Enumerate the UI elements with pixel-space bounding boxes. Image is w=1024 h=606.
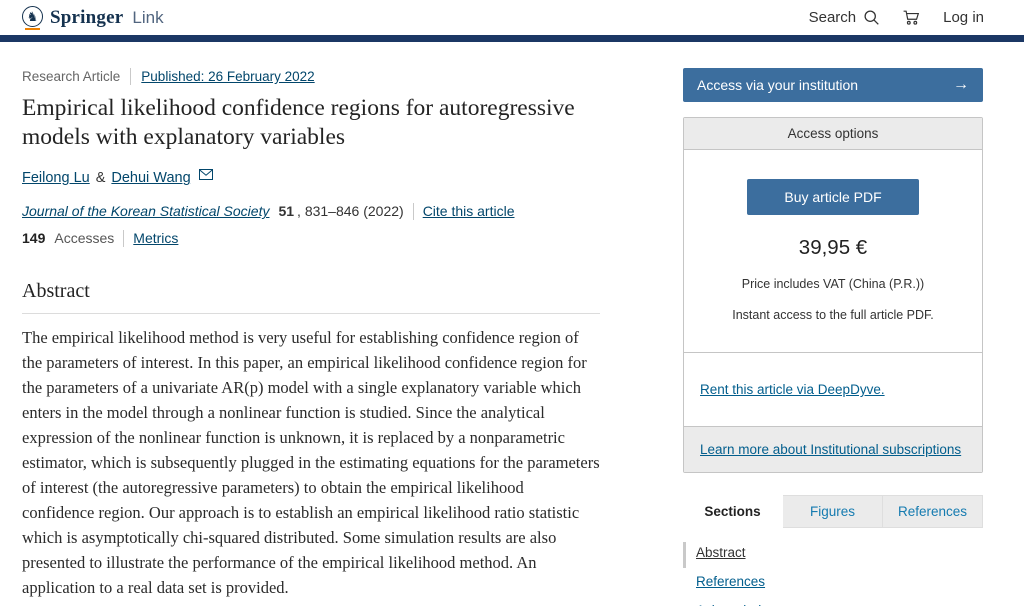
- site-header: ♞ Springer Link Search Log in: [0, 0, 1024, 35]
- section-link-abstract[interactable]: Abstract: [696, 545, 746, 560]
- author-link-dehui-wang[interactable]: Dehui Wang: [111, 170, 191, 187]
- cart-icon: [903, 10, 920, 25]
- access-via-institution-button[interactable]: Access via your institution →: [683, 68, 983, 102]
- authors-row: Feilong Lu & Dehui Wang: [22, 168, 600, 188]
- institutional-subscriptions-link[interactable]: Learn more about Institutional subscript…: [700, 442, 962, 457]
- springer-horse-glyph: ♞: [22, 5, 43, 27]
- abstract-text: The empirical likelihood method is very …: [22, 327, 600, 597]
- article-meta-row: Research Article Published: 26 February …: [22, 68, 600, 85]
- sidebar-tabbar: Sections Figures References: [683, 495, 983, 528]
- login-button[interactable]: Log in: [943, 9, 984, 26]
- vat-note: Price includes VAT (China (P.R.)): [741, 277, 925, 291]
- accesses-count: 149: [22, 230, 46, 247]
- divider: [130, 68, 132, 85]
- accesses-label: Accesses: [54, 230, 115, 247]
- cite-article-link[interactable]: Cite this article: [422, 203, 515, 220]
- logo-brand-text: Springer: [50, 6, 124, 28]
- author-link-feilong-lu[interactable]: Feilong Lu: [22, 170, 90, 187]
- page-title: Empirical likelihood confidence regions …: [22, 95, 575, 150]
- current-section-indicator: [683, 542, 686, 568]
- divider: [123, 229, 125, 247]
- arrow-right-icon: →: [953, 76, 969, 93]
- header-divider-bar: [0, 35, 1024, 42]
- tab-figures[interactable]: Figures: [783, 495, 883, 528]
- tab-references[interactable]: References: [883, 495, 983, 528]
- rent-deepdyve-link[interactable]: Rent this article via DeepDyve.: [700, 382, 885, 397]
- rent-section: Rent this article via DeepDyve.: [684, 352, 982, 426]
- email-envelope-icon[interactable]: [198, 168, 213, 180]
- sidebar: Access via your institution → Access opt…: [683, 68, 983, 606]
- journal-link[interactable]: Journal of the Korean Statistical Societ…: [22, 203, 270, 220]
- buy-section: Buy article PDF 39,95 € Price includes V…: [684, 150, 982, 352]
- price: 39,95 €: [798, 236, 868, 259]
- published-date-link[interactable]: Published: 26 February 2022: [141, 69, 315, 84]
- header-actions: Search Log in: [809, 8, 984, 27]
- logo-suffix-text: Link: [132, 7, 164, 27]
- accesses-row: 149 Accesses Metrics: [22, 229, 600, 247]
- access-options-heading: Access options: [684, 118, 982, 150]
- abstract-heading: Abstract: [22, 279, 90, 302]
- search-icon: [864, 10, 879, 25]
- springerlink-logo[interactable]: ♞ Springer Link: [22, 5, 164, 30]
- search-button[interactable]: Search: [809, 9, 881, 26]
- institutional-subscriptions-section: Learn more about Institutional subscript…: [684, 426, 982, 472]
- logo-orange-underline: [25, 27, 40, 30]
- cart-button[interactable]: [902, 8, 921, 27]
- divider: [412, 202, 414, 220]
- access-via-institution-label: Access via your institution: [697, 77, 859, 93]
- authors-separator: &: [95, 170, 106, 187]
- journal-row: Journal of the Korean Statistical Societ…: [22, 202, 600, 220]
- metrics-link[interactable]: Metrics: [133, 230, 179, 247]
- article-type-label: Research Article: [22, 69, 121, 84]
- buy-article-pdf-button[interactable]: Buy article PDF: [747, 179, 919, 215]
- section-link-acknowledgements[interactable]: Acknowledgements: [696, 603, 813, 606]
- springer-horse-icon: ♞: [22, 5, 43, 30]
- page-body: Research Article Published: 26 February …: [0, 42, 1024, 606]
- tab-sections[interactable]: Sections: [683, 495, 783, 528]
- search-label: Search: [808, 9, 857, 26]
- journal-pages: , 831–846 (2022): [297, 203, 404, 220]
- instant-access-note: Instant access to the full article PDF.: [732, 308, 934, 322]
- article-column: Research Article Published: 26 February …: [22, 68, 600, 606]
- journal-volume: 51: [278, 203, 295, 220]
- sections-list: Abstract References Acknowledgements: [683, 542, 983, 606]
- abstract-divider: [22, 312, 600, 314]
- section-link-references[interactable]: References: [696, 574, 766, 589]
- access-options-panel: Access options Buy article PDF 39,95 € P…: [683, 117, 983, 473]
